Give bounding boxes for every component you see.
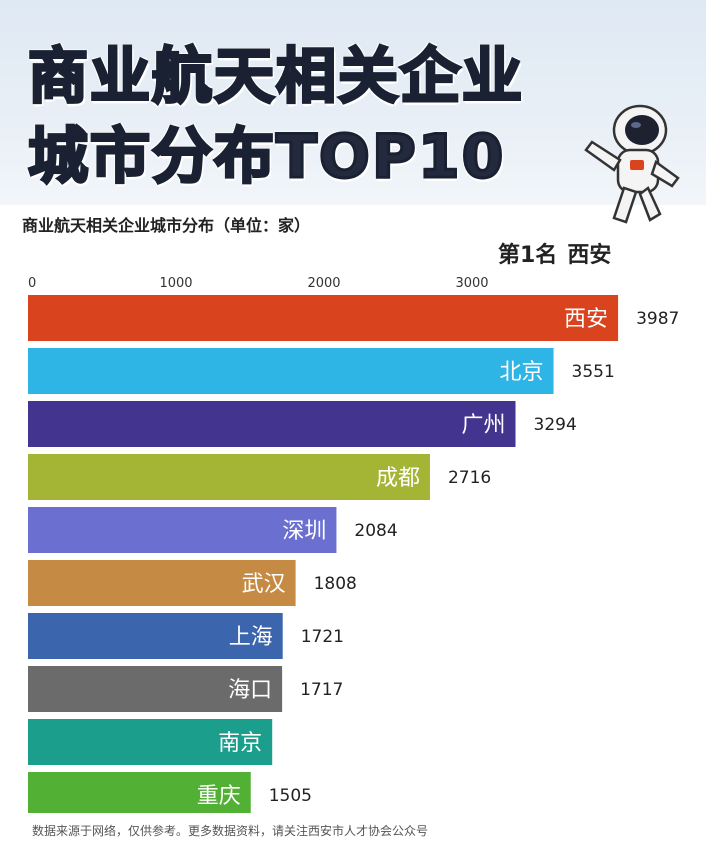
bar-category-label: 广州: [461, 413, 505, 438]
rank-label: 第1名: [498, 243, 558, 268]
bar: [28, 560, 296, 606]
bar-value-label: 1721: [301, 627, 344, 647]
bar-value-label: 1717: [300, 680, 343, 700]
footer-note: 数据来源于网络，仅供参考。更多数据资料，请关注西安市人才协会公众号: [32, 824, 429, 838]
bar: [28, 772, 251, 813]
chart-subtitle: 商业航天相关企业城市分布（单位：家）: [22, 216, 311, 235]
bar: [28, 454, 430, 500]
bar-value-label: 2716: [448, 468, 491, 488]
x-tick-label: 0: [28, 276, 36, 291]
bar-value-label: 3987: [636, 309, 679, 329]
bar-category-label: 重庆: [197, 784, 241, 809]
banner-title-line1: 商业航天相关企业: [27, 41, 524, 114]
header-banner: 商业航天相关企业 城市分布TOP10: [0, 0, 706, 224]
x-tick-label: 1000: [159, 276, 192, 291]
bar: [28, 613, 283, 659]
astronaut-icon: [584, 104, 680, 224]
bar: [28, 719, 273, 765]
banner-title-line2: 城市分布TOP10: [26, 121, 506, 194]
bar: [28, 507, 337, 553]
x-tick-label: 3000: [455, 276, 488, 291]
bar-category-label: 北京: [500, 360, 544, 385]
bar-value-label: 1505: [269, 786, 312, 806]
bar-category-label: 西安: [564, 307, 608, 332]
bar-category-label: 成都: [376, 466, 420, 491]
bar-chart: 0 1000 2000 3000 西安 3987 北京 3551 广州 3294 成都 2716 深圳 2…: [28, 276, 679, 813]
bar: [28, 295, 619, 341]
bar: [28, 348, 554, 394]
bar-category-label: 深圳: [282, 519, 326, 544]
bar-value-label: 3294: [534, 415, 577, 435]
bar-category-label: 南京: [218, 731, 262, 756]
bar-category-label: 武汉: [242, 572, 286, 597]
x-tick-label: 2000: [307, 276, 340, 291]
rank-city: 西安: [567, 243, 612, 268]
bar-value-label: 3551: [572, 362, 615, 382]
bar-value-label: 1808: [314, 574, 357, 594]
bar-category-label: 上海: [229, 625, 273, 650]
bar: [28, 401, 516, 447]
bar: [28, 666, 283, 712]
bar-value-label: 2084: [354, 521, 397, 541]
bar-category-label: 海口: [228, 678, 272, 703]
rank-indicator: 第1名 西安: [498, 237, 621, 269]
